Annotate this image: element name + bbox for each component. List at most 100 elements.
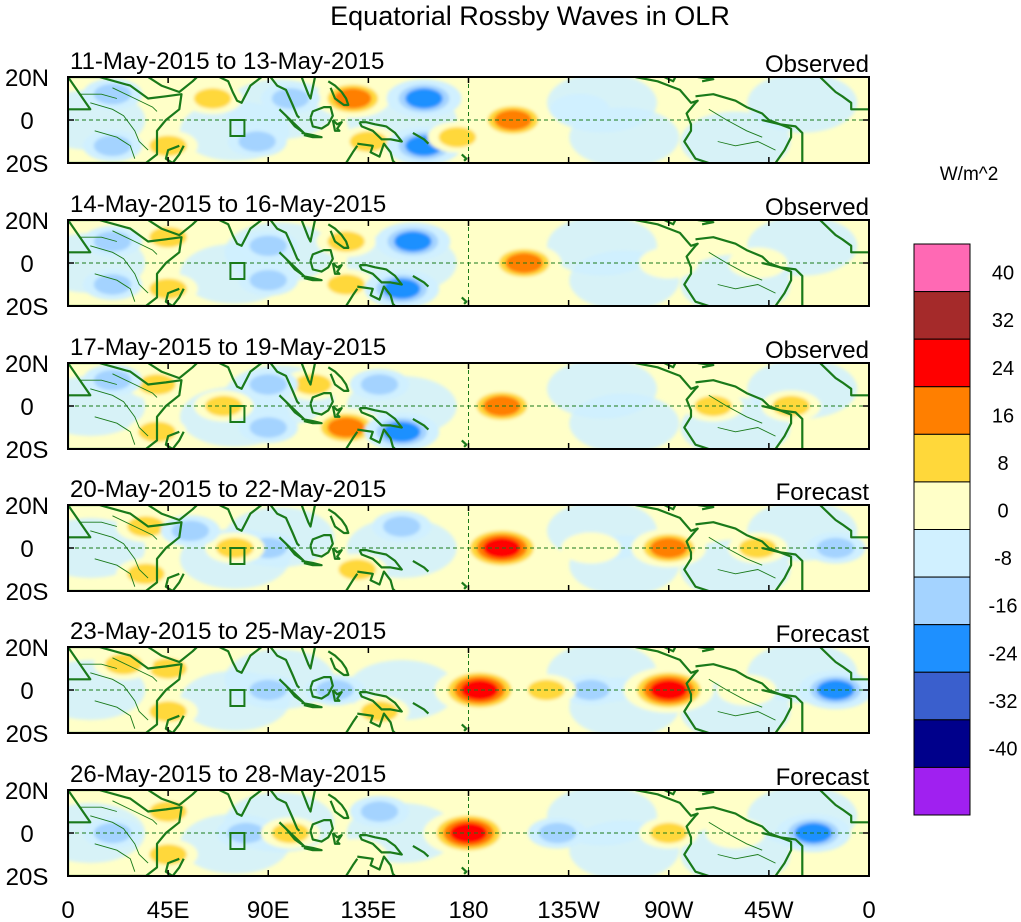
anomaly-blob	[138, 273, 198, 305]
coastline	[331, 689, 343, 702]
coastline	[164, 144, 185, 163]
contour-shell	[650, 537, 688, 559]
colorbar-level-label: 16	[992, 405, 1014, 427]
country-border	[708, 251, 763, 281]
contour-shell	[727, 679, 766, 701]
country-border	[94, 700, 136, 729]
coastline	[635, 790, 710, 876]
country-border	[90, 102, 149, 151]
coastline	[147, 505, 198, 522]
chart-title: Equatorial Rossby Waves in OLR	[330, 1, 730, 31]
country-border	[717, 284, 776, 294]
coastline	[68, 363, 183, 449]
country-border	[79, 521, 118, 527]
contour-shell	[249, 374, 287, 395]
coastline	[412, 417, 430, 431]
panels: 20N 0 20S 11-May-2015 to 13-May-2015 Observe…	[5, 48, 870, 891]
coastline	[695, 379, 793, 449]
coastline	[412, 131, 430, 145]
anomaly-blob	[527, 817, 588, 849]
x-tick-label: 135E	[340, 897, 396, 922]
panel-2: 20N 0 20S 14-May-2015 to 16-May-2015 Observe…	[5, 191, 870, 321]
country-border	[708, 536, 763, 566]
coastline	[695, 663, 793, 733]
coastline	[819, 220, 869, 254]
coastline	[357, 855, 396, 876]
colorbar-level-label: 40	[992, 263, 1014, 285]
contour-shell	[338, 559, 376, 580]
x-tick-label: 45W	[744, 897, 794, 922]
coastline	[269, 647, 301, 689]
coastlines	[68, 505, 869, 591]
coastline	[147, 220, 198, 237]
colorbar-swatch	[913, 719, 971, 768]
coastline	[461, 153, 468, 162]
y-tick-label: 0	[20, 108, 33, 135]
coastline	[301, 417, 323, 425]
coastline	[331, 547, 343, 560]
anomaly-blob	[639, 817, 699, 849]
coastline	[327, 223, 350, 249]
coastline	[269, 790, 301, 832]
anomaly-blob	[138, 795, 198, 828]
contour-shell	[561, 99, 599, 120]
coastline	[345, 715, 359, 733]
coastline	[269, 77, 301, 119]
contour-shell	[460, 679, 499, 701]
colorbar-level-label: 0	[997, 501, 1008, 523]
coastline	[695, 806, 793, 876]
anomaly-blob	[364, 412, 440, 449]
anomaly-blob	[561, 674, 621, 706]
anomaly-blob	[138, 130, 198, 162]
coastline	[635, 220, 710, 306]
coastline	[761, 118, 804, 163]
contour-shell	[360, 374, 399, 395]
anomaly-blob	[464, 386, 540, 426]
coastline	[357, 142, 396, 163]
contour-shell	[294, 374, 332, 395]
coastline	[761, 261, 804, 306]
anomaly-blob	[805, 532, 866, 564]
country-border	[717, 854, 776, 864]
coastline	[68, 220, 183, 306]
coastline	[327, 650, 350, 677]
x-tick-label: 90W	[644, 897, 694, 922]
anomaly-blob	[82, 130, 143, 162]
coastline	[461, 439, 468, 448]
y-tick-label: 20S	[6, 294, 49, 321]
coastline	[695, 521, 793, 591]
coastline	[663, 790, 677, 796]
country-border	[90, 815, 149, 864]
country-border	[717, 141, 776, 151]
anomaly-blob	[238, 230, 298, 262]
coastline	[269, 363, 301, 405]
coastline	[412, 274, 430, 288]
colorbar-swatch	[913, 624, 971, 673]
contour-shell	[149, 135, 187, 156]
country-border	[90, 530, 149, 579]
contour-shell	[650, 679, 688, 701]
colorbar-swatch	[913, 766, 971, 816]
contour-shell	[538, 822, 577, 844]
colorbar: W/m^2 -40 -32 -24 -16 -8 0 8 16 24 32 40	[913, 164, 1017, 816]
coastline	[301, 701, 323, 709]
anomaly-blob	[82, 78, 143, 110]
anomaly-blob	[238, 411, 298, 444]
colorbar-swatch	[913, 481, 971, 530]
y-tick-label: 20N	[5, 351, 49, 378]
coastline	[358, 264, 403, 286]
coastline	[819, 790, 869, 824]
anomaly-blob	[116, 558, 176, 590]
coastline	[269, 505, 301, 547]
coastline	[358, 833, 403, 856]
country-border	[717, 427, 776, 437]
coastline	[761, 831, 804, 876]
anomaly-blob	[349, 368, 410, 401]
anomaly-blob	[456, 525, 547, 571]
contour-shell	[193, 88, 232, 109]
coastline	[357, 428, 396, 449]
country-border	[708, 108, 763, 138]
x-tick-label: 45E	[147, 897, 190, 922]
coastline	[218, 77, 263, 104]
